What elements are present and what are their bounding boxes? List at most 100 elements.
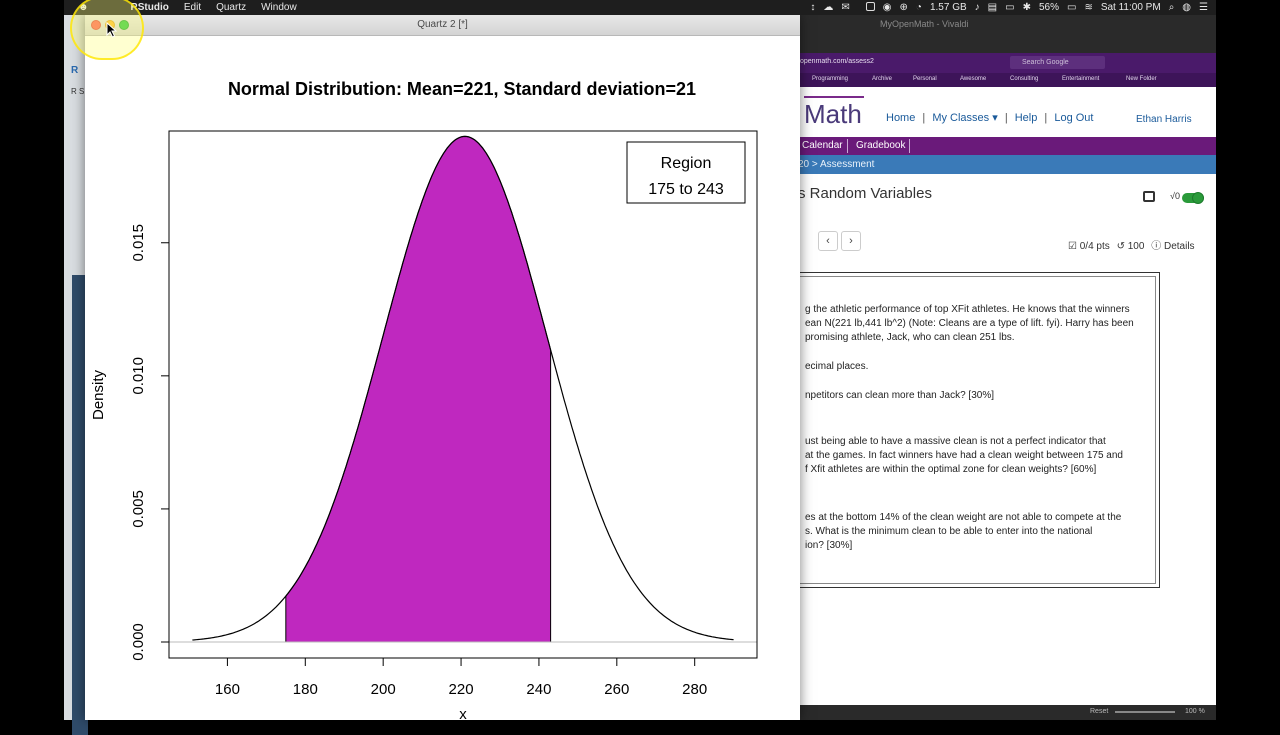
tab-calendar[interactable]: Calendar	[798, 139, 848, 153]
course-tabs: Calendar Gradebook	[790, 137, 1216, 155]
question-line: promising athlete, Jack, who can clean 2…	[805, 332, 1015, 343]
browser-titlebar: MyOpenMath - Vivaldi	[790, 15, 1216, 53]
user-icon[interactable]: ◍	[1182, 2, 1192, 13]
mail-icon[interactable]: ✉	[841, 2, 850, 13]
memory-icon[interactable]: ◔	[915, 2, 922, 13]
nav-help[interactable]: Help	[1014, 112, 1038, 124]
nav-my-classes[interactable]: My Classes ▾	[932, 112, 998, 124]
question-line: ean N(221 lb,441 lb^2) (Note: Cleans are…	[805, 318, 1134, 329]
details-link[interactable]: Details	[1163, 241, 1195, 252]
x-axis: 160 180 200 220 240 260 280	[215, 657, 707, 698]
bluetooth-icon[interactable]: ✱	[1022, 2, 1031, 13]
zoom-slider[interactable]	[1115, 711, 1175, 713]
question-line: s. What is the minimum clean to be able …	[805, 526, 1093, 537]
info-icon[interactable]: ⓘ	[1151, 241, 1162, 252]
question-line: es at the bottom 14% of the clean weight…	[805, 512, 1122, 523]
y-axis: 0.000 0.005 0.010 0.015	[130, 224, 170, 661]
question-line: g the athletic performance of top XFit a…	[805, 304, 1130, 315]
menu-app-rstudio[interactable]: RStudio	[130, 2, 169, 13]
y-axis-label: Density	[90, 369, 107, 420]
cursor-highlight	[70, 0, 144, 60]
statusbar-zoom[interactable]: 100 %	[1185, 708, 1205, 715]
quartz-window[interactable]: Quartz 2 [*] Normal Distribution: Mean=2…	[85, 15, 800, 720]
question-line: ust being able to have a massive clean i…	[805, 436, 1106, 447]
x-tick-label: 280	[682, 681, 707, 698]
breadcrumb[interactable]: 20 > Assessment	[790, 155, 1216, 174]
nav-home[interactable]: Home	[886, 112, 916, 124]
bookmark-awesome[interactable]: Awesome	[960, 76, 987, 82]
search-field[interactable]: Search Google	[1010, 56, 1105, 69]
notification-icon[interactable]: ☰	[1199, 2, 1208, 13]
bookmark-new-folder[interactable]: New Folder	[1126, 76, 1157, 82]
quartz-titlebar[interactable]: Quartz 2 [*]	[85, 15, 800, 36]
rstudio-panel	[72, 275, 88, 735]
y-tick-label: 0.000	[130, 623, 147, 661]
density-curve	[192, 135, 734, 641]
browser-window-title: MyOpenMath - Vivaldi	[880, 19, 969, 29]
mouse-cursor-icon	[106, 22, 118, 38]
myopenmath-logo[interactable]: Math	[804, 99, 862, 129]
math-display-label: √0	[1170, 191, 1180, 201]
x-axis-label: x	[459, 706, 467, 720]
memory-value: 1.57 GB	[929, 2, 967, 13]
nav-log-out[interactable]: Log Out	[1054, 112, 1094, 124]
question-line: ecimal places.	[805, 361, 869, 372]
tab-gradebook[interactable]: Gradebook	[852, 139, 911, 153]
statusbar-reset[interactable]: Reset	[1090, 708, 1109, 715]
question-box-inner: g the athletic performance of top XFit a…	[798, 276, 1156, 584]
bookmark-programming[interactable]: Programming	[812, 76, 849, 82]
browser-window[interactable]: MyOpenMath - Vivaldi openmath.com/assess…	[790, 15, 1216, 720]
question-line: f Xfit athletes are within the optimal z…	[805, 464, 1097, 475]
rstudio-fragment-2: R S	[71, 87, 85, 96]
math-display-toggle[interactable]	[1182, 192, 1204, 204]
next-question-button[interactable]: ›	[841, 231, 861, 251]
legend-title: Region	[661, 155, 712, 172]
assessment-content: s Random Variables √0 ‹ › ☑ 0/4 pts ↺ 10…	[790, 174, 1216, 720]
y-tick-label: 0.005	[130, 490, 147, 528]
bookmark-entertainment[interactable]: Entertainment	[1062, 76, 1100, 82]
legend-box	[626, 141, 746, 204]
x-tick-label: 260	[604, 681, 629, 698]
volume-icon[interactable]: ♪	[974, 2, 980, 13]
battery-icon[interactable]: ▭	[1066, 2, 1077, 13]
menu-edit[interactable]: Edit	[183, 2, 202, 13]
display-icon[interactable]: ▭	[1005, 2, 1015, 13]
y-tick-label: 0.015	[130, 224, 147, 262]
flag-icon[interactable]: ▤	[987, 2, 998, 13]
user-name[interactable]: Ethan Harris	[1136, 114, 1192, 125]
rstudio-fragment-1: R	[71, 65, 79, 76]
cloud-icon[interactable]: ☁	[823, 2, 834, 13]
assessment-title: s Random Variables	[798, 185, 932, 202]
score-status: ☑ 0/4 pts ↺ 100 ⓘ Details	[1068, 237, 1195, 252]
checkbox-icon: ☑	[1068, 241, 1077, 252]
chart-title: Normal Distribution: Mean=221, Standard …	[228, 79, 696, 99]
url-text[interactable]: openmath.com/assess2	[800, 58, 874, 65]
prev-question-button[interactable]: ‹	[818, 231, 838, 251]
y-tick-label: 0.010	[130, 357, 147, 395]
main-nav: Home | My Classes ▾ | Help | Log Out	[886, 112, 1094, 124]
browser-address-bar[interactable]: openmath.com/assess2 Search Google	[790, 53, 1216, 73]
normal-distribution-chart: Normal Distribution: Mean=221, Standard …	[90, 79, 758, 720]
rstudio-window[interactable]: R R S	[64, 15, 88, 735]
attempts-value: 100	[1127, 241, 1145, 252]
question-line: at the games. In fact winners have had a…	[805, 450, 1123, 461]
bookmark-archive[interactable]: Archive	[872, 76, 893, 82]
wifi-icon[interactable]: ≋	[1084, 2, 1093, 13]
quartz-title: Quartz 2 [*]	[417, 19, 468, 30]
menu-quartz[interactable]: Quartz	[216, 2, 247, 13]
menu-window[interactable]: Window	[261, 2, 297, 13]
menu-bar: ☻ RStudio Edit Quartz Window ↕ ☁ ✉ ◉ ⊕ ◔…	[64, 0, 1216, 15]
arrows-icon[interactable]: ↕	[810, 2, 816, 13]
lifebuoy-icon[interactable]: ⊕	[899, 2, 908, 13]
x-tick-label: 200	[371, 681, 396, 698]
myopenmath-header: Math Home | My Classes ▾ | Help | Log Ou…	[790, 87, 1216, 137]
bookmark-personal[interactable]: Personal	[913, 76, 937, 82]
record-icon[interactable]: ◉	[882, 2, 892, 13]
clock[interactable]: Sat 11:00 PM	[1100, 2, 1161, 13]
bookmark-consulting[interactable]: Consulting	[1010, 76, 1039, 82]
spotlight-icon[interactable]: ⌕	[1168, 2, 1175, 13]
print-icon[interactable]	[1143, 191, 1155, 202]
browser-status-bar: Reset 100 %	[790, 705, 1216, 720]
points-value: 0/4 pts	[1079, 241, 1110, 252]
square-icon[interactable]	[858, 1, 875, 14]
